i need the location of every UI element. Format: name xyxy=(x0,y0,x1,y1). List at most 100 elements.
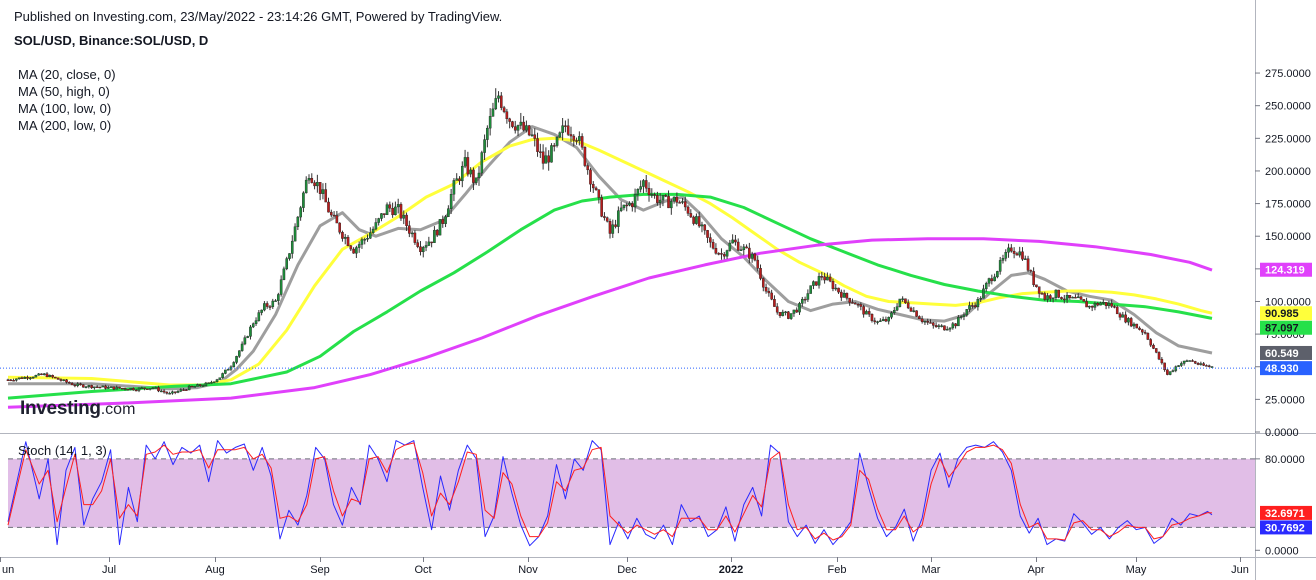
candle-body xyxy=(678,202,681,204)
candle-body xyxy=(750,253,754,259)
candle-body xyxy=(377,218,380,223)
candle-body xyxy=(1029,270,1033,272)
x-tick-label: Jun xyxy=(1231,564,1249,576)
candle-body xyxy=(656,195,659,203)
candle-body xyxy=(511,121,514,127)
legend-ma50[interactable]: MA (50, high, 0) xyxy=(18,84,110,99)
candle-body xyxy=(243,337,247,345)
candle-body xyxy=(1096,303,1100,306)
candle-body xyxy=(274,300,277,302)
candle-body xyxy=(34,375,38,378)
x-tick-label: un xyxy=(2,564,14,576)
candle-body xyxy=(335,215,339,224)
candle-body xyxy=(260,309,263,313)
candle-body xyxy=(533,134,537,139)
candle-body xyxy=(391,207,394,216)
candle-body xyxy=(59,379,63,381)
candle-body xyxy=(366,238,369,240)
candle-body xyxy=(1049,295,1052,299)
stoch-k-line xyxy=(7,440,1213,547)
candle-body xyxy=(474,177,478,183)
candle-body xyxy=(558,132,562,138)
stoch-value-label-bg xyxy=(1260,520,1312,535)
candle-body xyxy=(912,310,916,312)
candle-body xyxy=(617,210,620,227)
legend-ma20[interactable]: MA (20, close, 0) xyxy=(18,67,116,82)
candle-body xyxy=(115,386,118,390)
candle-body xyxy=(823,276,826,281)
candle-body xyxy=(435,229,439,236)
candle-body xyxy=(1062,298,1066,301)
candle-body xyxy=(1138,327,1141,330)
candle-body xyxy=(770,292,773,300)
candle-body xyxy=(798,303,801,313)
candle-body xyxy=(288,253,291,259)
candle-body xyxy=(1132,323,1136,327)
candle-body xyxy=(1079,296,1083,300)
candle-body xyxy=(240,343,244,351)
candle-body xyxy=(9,379,13,382)
candle-body xyxy=(664,195,668,197)
y-tick-label: 225.0000 xyxy=(1265,133,1311,145)
candle-body xyxy=(232,362,236,368)
candle-body xyxy=(81,384,85,388)
candle-body xyxy=(1057,289,1061,298)
candle-body xyxy=(238,350,241,357)
candle-body xyxy=(566,125,570,135)
legend-ma100[interactable]: MA (100, low, 0) xyxy=(18,101,112,116)
x-tick-label: Aug xyxy=(205,564,225,576)
candle-body xyxy=(229,366,233,370)
candle-body xyxy=(37,373,40,376)
candle-body xyxy=(828,276,832,282)
legend-ma200[interactable]: MA (200, low, 0) xyxy=(18,118,112,133)
candle-body xyxy=(419,246,422,253)
candle-body xyxy=(519,121,523,126)
candle-body xyxy=(338,222,341,233)
y-tick-label: 250.0000 xyxy=(1265,101,1311,113)
candle-body xyxy=(834,287,838,290)
ma-line-1 xyxy=(7,136,1213,387)
candle-body xyxy=(806,293,810,300)
candle-body xyxy=(734,239,737,243)
candle-body xyxy=(45,373,49,378)
candle-body xyxy=(316,182,319,187)
candle-body xyxy=(1093,303,1097,308)
candle-body xyxy=(1015,253,1019,256)
candle-body xyxy=(931,322,935,326)
candle-body xyxy=(580,136,584,148)
candle-body xyxy=(148,388,152,390)
stoch-legend[interactable]: Stoch (14, 1, 3) xyxy=(18,443,107,458)
candle-body xyxy=(622,204,626,209)
candle-body xyxy=(199,384,202,386)
candle-body xyxy=(539,151,542,153)
candle-body xyxy=(739,249,743,252)
candle-body xyxy=(653,194,656,196)
x-tick-label: Mar xyxy=(922,564,941,576)
candle-body xyxy=(1118,313,1122,318)
candle-body xyxy=(1210,366,1214,368)
candle-body xyxy=(112,386,116,390)
candle-body xyxy=(603,216,606,218)
candle-body xyxy=(107,386,110,389)
candle-body xyxy=(575,140,578,142)
candle-body xyxy=(73,384,77,387)
candle-body xyxy=(23,376,27,379)
candle-body xyxy=(76,383,79,386)
candle-body xyxy=(1196,363,1200,365)
candle-body xyxy=(1185,360,1189,362)
ma-legend: MA (20, close, 0) MA (50, high, 0) MA (1… xyxy=(18,66,116,134)
candle-body xyxy=(672,196,676,202)
candle-body xyxy=(355,247,358,254)
candle-body xyxy=(867,311,871,315)
x-tick-label: Apr xyxy=(1027,564,1044,576)
candle-body xyxy=(279,279,283,295)
candle-body xyxy=(1160,358,1164,364)
candle-body xyxy=(218,377,222,380)
candle-body xyxy=(363,239,367,241)
candle-body xyxy=(1107,303,1111,306)
candle-body xyxy=(1157,352,1161,360)
candle-body xyxy=(1163,362,1166,371)
candle-body xyxy=(759,268,762,279)
candle-body xyxy=(369,232,372,239)
